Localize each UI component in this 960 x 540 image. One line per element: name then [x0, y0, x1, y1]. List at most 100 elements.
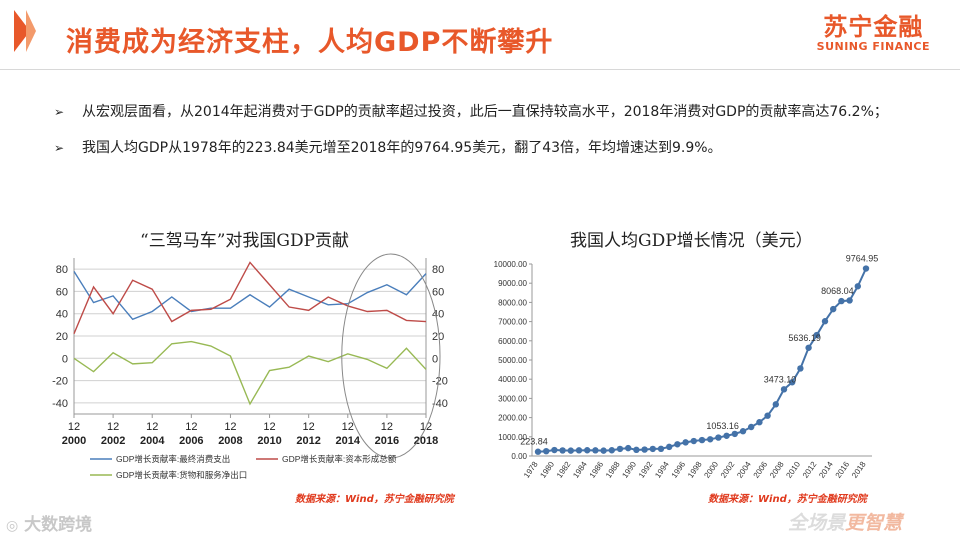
gdp-point: [846, 297, 853, 304]
x-tick-label: 2008: [768, 460, 786, 480]
gdp-point: [633, 446, 640, 454]
gdp-point: [723, 432, 730, 439]
y-tick-label-left: 80: [56, 264, 68, 276]
x-tick-label: 2010: [257, 435, 281, 447]
x-tick-month: 12: [342, 421, 354, 433]
y-tick-label-right: 60: [432, 286, 444, 298]
x-tick-label: 1992: [637, 460, 655, 480]
gdp-point: [625, 444, 632, 452]
x-tick-label: 2004: [735, 460, 753, 480]
gdp-point: [551, 446, 558, 454]
y-tick-label-left: 60: [56, 286, 68, 298]
x-tick-month: 12: [146, 421, 158, 433]
x-tick-label: 2018: [414, 435, 438, 447]
y-tick-label-left: -20: [52, 376, 68, 388]
gdp-point: [715, 434, 722, 441]
x-tick-month: 12: [224, 421, 236, 433]
contribution-chart: -40 -40 -20 -20 0 0 20 20 40 40 60 60 80 80 12 2000 12 20…: [52, 253, 448, 480]
x-tick-label: 1980: [538, 460, 556, 480]
data-label: 1053.16: [706, 421, 739, 431]
x-tick-label: 2018: [850, 460, 868, 480]
gdp-point: [756, 419, 763, 426]
footer-right-logo: 全场景更智慧: [788, 508, 902, 535]
y-tick-label-left: 40: [56, 309, 68, 321]
x-tick-label: 2004: [140, 435, 165, 447]
data-label: 5636.19: [788, 333, 821, 343]
y-tick-label: 10000.00: [494, 260, 528, 269]
y-tick-label-right: 20: [432, 331, 444, 343]
y-tick-label: 0.00: [511, 452, 527, 461]
x-tick-label: 2014: [336, 435, 361, 447]
bullet-arrow-icon: ➢: [54, 105, 65, 119]
legend-label: GDP增长贡献率:资本形成总额: [282, 454, 397, 464]
header-divider: [0, 69, 960, 70]
x-tick-label: 2002: [719, 460, 737, 480]
y-tick-label-right: 80: [432, 264, 444, 276]
gdp-point: [682, 439, 689, 446]
gdp-point: [559, 447, 566, 454]
gdp-point: [567, 447, 574, 454]
x-tick-label: 2014: [817, 460, 835, 480]
x-tick-label: 1978: [522, 460, 540, 480]
gdp-point: [813, 331, 820, 339]
y-tick-label: 2000.00: [498, 414, 527, 423]
footer-slogan-2: 更智慧: [844, 512, 902, 534]
x-tick-label: 2006: [752, 460, 770, 480]
x-tick-label: 1990: [620, 460, 638, 480]
gdp-point: [838, 297, 845, 305]
source-note-right: 数据来源：Wind，苏宁金融研究院: [708, 494, 867, 505]
x-tick-label: 2016: [834, 460, 852, 480]
gdp-point: [772, 401, 779, 408]
x-tick-label: 2012: [296, 435, 320, 447]
gdp-point: [805, 344, 812, 351]
x-tick-month: 12: [303, 421, 315, 433]
series-line: [73, 270, 427, 321]
x-tick-label: 1988: [604, 460, 622, 480]
data-label: 9764.95: [846, 254, 879, 264]
source-note-left: 数据来源：Wind，苏宁金融研究院: [295, 494, 454, 505]
gdp-point: [674, 441, 681, 448]
camera-icon: ◎: [6, 518, 19, 534]
gdp-point: [616, 445, 624, 453]
gdp-point: [854, 283, 861, 290]
header-bar: 消费成为经济支柱，人均GDP不断攀升 苏宁金融 SUNING FINANCE: [0, 0, 960, 70]
y-tick-label-right: 40: [432, 309, 444, 321]
x-tick-month: 12: [185, 421, 197, 433]
y-tick-label-left: 0: [62, 353, 68, 365]
y-tick-label-left: 20: [56, 331, 68, 343]
title-chevron-light-icon: [26, 10, 36, 52]
gdp-point: [657, 445, 665, 452]
y-tick-label: 3000.00: [498, 394, 527, 403]
x-tick-month: 12: [68, 421, 80, 433]
series-line: [73, 340, 427, 406]
x-tick-label: 1984: [571, 460, 589, 480]
brand-logo: 苏宁金融 SUNING FINANCE: [817, 14, 930, 53]
y-tick-label-right: -20: [432, 376, 448, 388]
gdp-point: [608, 447, 615, 454]
series-line: [73, 261, 427, 335]
data-label: 223.84: [520, 437, 548, 447]
gdp-point: [698, 436, 706, 444]
x-tick-label: 2006: [179, 435, 203, 447]
data-label: 8068.04: [821, 286, 854, 296]
gdp-point: [600, 447, 607, 454]
x-tick-label: 1982: [555, 460, 573, 480]
legend-label: GDP增长贡献率:最终消费支出: [116, 454, 230, 464]
y-tick-label-left: -40: [52, 398, 68, 410]
brand-name-cn: 苏宁金融: [823, 13, 924, 41]
gdp-point: [780, 386, 788, 393]
legend-label: GDP增长贡献率:货物和服务净出口: [116, 470, 247, 480]
y-tick-label-right: -40: [432, 398, 448, 410]
gdp-point: [543, 448, 550, 455]
y-tick-label: 5000.00: [498, 356, 527, 365]
gdp-point: [534, 448, 542, 455]
x-tick-label: 1986: [588, 460, 606, 480]
x-tick-label: 2010: [784, 460, 802, 480]
gdp-point: [666, 443, 673, 451]
gdp-point: [764, 412, 771, 419]
x-tick-month: 12: [107, 421, 119, 433]
bullet-item: ➢ 我国人均GDP从1978年的223.84美元增至2018年的9764.95美…: [54, 134, 894, 162]
x-tick-label: 2008: [218, 435, 242, 447]
brand-name-en: SUNING FINANCE: [816, 40, 930, 53]
x-tick-label: 2016: [375, 435, 399, 447]
